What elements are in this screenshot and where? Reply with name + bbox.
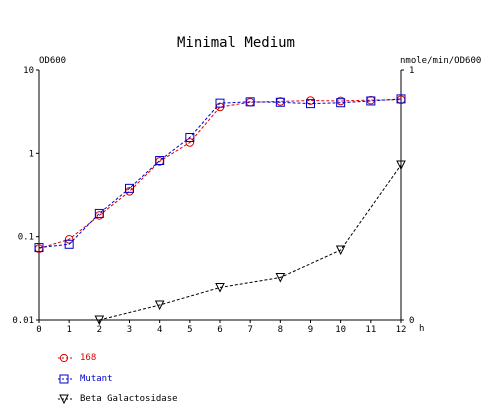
x-tick-label: 7 bbox=[247, 325, 252, 335]
data-point-mutant bbox=[366, 96, 376, 106]
data-point-mutant bbox=[185, 132, 195, 142]
data-point-mutant bbox=[125, 183, 134, 193]
x-tick-label: 11 bbox=[365, 325, 376, 335]
x-tick-label: 9 bbox=[308, 325, 313, 335]
x-tick-label: 8 bbox=[278, 325, 283, 335]
x-tick-label: 0 bbox=[36, 325, 41, 335]
data-point-beta-galactosidase bbox=[154, 300, 165, 311]
data-point-168 bbox=[185, 138, 195, 147]
y-left-tick-label: 10 bbox=[23, 66, 34, 76]
data-point-168 bbox=[64, 234, 74, 244]
y-right-ticks: 10 bbox=[401, 66, 414, 326]
y-left-ticks: 10 1 0.1 0.01 bbox=[12, 66, 39, 326]
data-point-mutant bbox=[155, 156, 165, 166]
data-point-beta-galactosidase bbox=[215, 283, 225, 293]
series-line-mutant bbox=[38, 98, 402, 249]
series-layer bbox=[34, 94, 406, 326]
y-left-tick-label: 1 bbox=[29, 149, 34, 159]
legend-label-mutant: Mutant bbox=[80, 374, 113, 384]
data-point-beta-galactosidase bbox=[335, 245, 346, 256]
legend-label-beta-galactosidase: Beta Galactosidase bbox=[80, 394, 178, 404]
x-tick-label: 5 bbox=[187, 325, 192, 335]
x-tick-label: 1 bbox=[66, 325, 71, 335]
x-tick-label: 3 bbox=[127, 325, 132, 335]
legend-item-mutant: Mutant bbox=[58, 371, 113, 387]
legend-marker-triangle bbox=[58, 394, 74, 405]
x-tick-label: 2 bbox=[97, 325, 102, 335]
chart-title: Minimal Medium bbox=[177, 35, 295, 51]
data-point-mutant bbox=[215, 98, 225, 108]
x-tick-label: 6 bbox=[217, 325, 222, 335]
y-left-tick-label: 0.1 bbox=[18, 233, 34, 243]
data-point-mutant bbox=[396, 94, 406, 104]
data-point-mutant bbox=[34, 243, 44, 253]
data-point-mutant bbox=[245, 97, 255, 107]
y-right-axis-label: nmole/min/OD600 bbox=[400, 56, 481, 66]
y-left-tick-label: 0.01 bbox=[12, 316, 34, 326]
series-line-168 bbox=[38, 99, 402, 250]
y-left-axis-label: OD600 bbox=[39, 56, 66, 66]
y-right-tick-label: 1 bbox=[409, 66, 414, 76]
data-point-mutant bbox=[306, 99, 315, 109]
data-point-mutant bbox=[275, 97, 285, 107]
legend-marker-square bbox=[58, 374, 74, 384]
legend-label-168: 168 bbox=[80, 353, 97, 363]
x-ticks: 0 1 2 3 4 5 6 7 8 9 10 11 12 bbox=[36, 320, 406, 335]
data-point-beta-galactosidase bbox=[94, 315, 105, 326]
legend-item-beta-galactosidase: Beta Galactosidase bbox=[58, 391, 178, 407]
legend-marker-circle bbox=[58, 353, 74, 363]
data-point-mutant bbox=[94, 208, 104, 218]
data-point-beta-galactosidase bbox=[275, 273, 286, 283]
data-point-mutant bbox=[64, 239, 74, 249]
data-point-beta-galactosidase bbox=[396, 160, 406, 171]
x-tick-label: 4 bbox=[157, 325, 162, 335]
y-right-tick-label: 0 bbox=[409, 316, 414, 326]
x-tick-label: 12 bbox=[396, 325, 407, 335]
legend-item-168: 168 bbox=[58, 350, 96, 366]
series-line-beta-galactosidase bbox=[99, 164, 402, 321]
x-tick-label: 10 bbox=[335, 325, 346, 335]
x-axis-label: h bbox=[419, 324, 424, 334]
data-point-mutant bbox=[336, 98, 346, 108]
